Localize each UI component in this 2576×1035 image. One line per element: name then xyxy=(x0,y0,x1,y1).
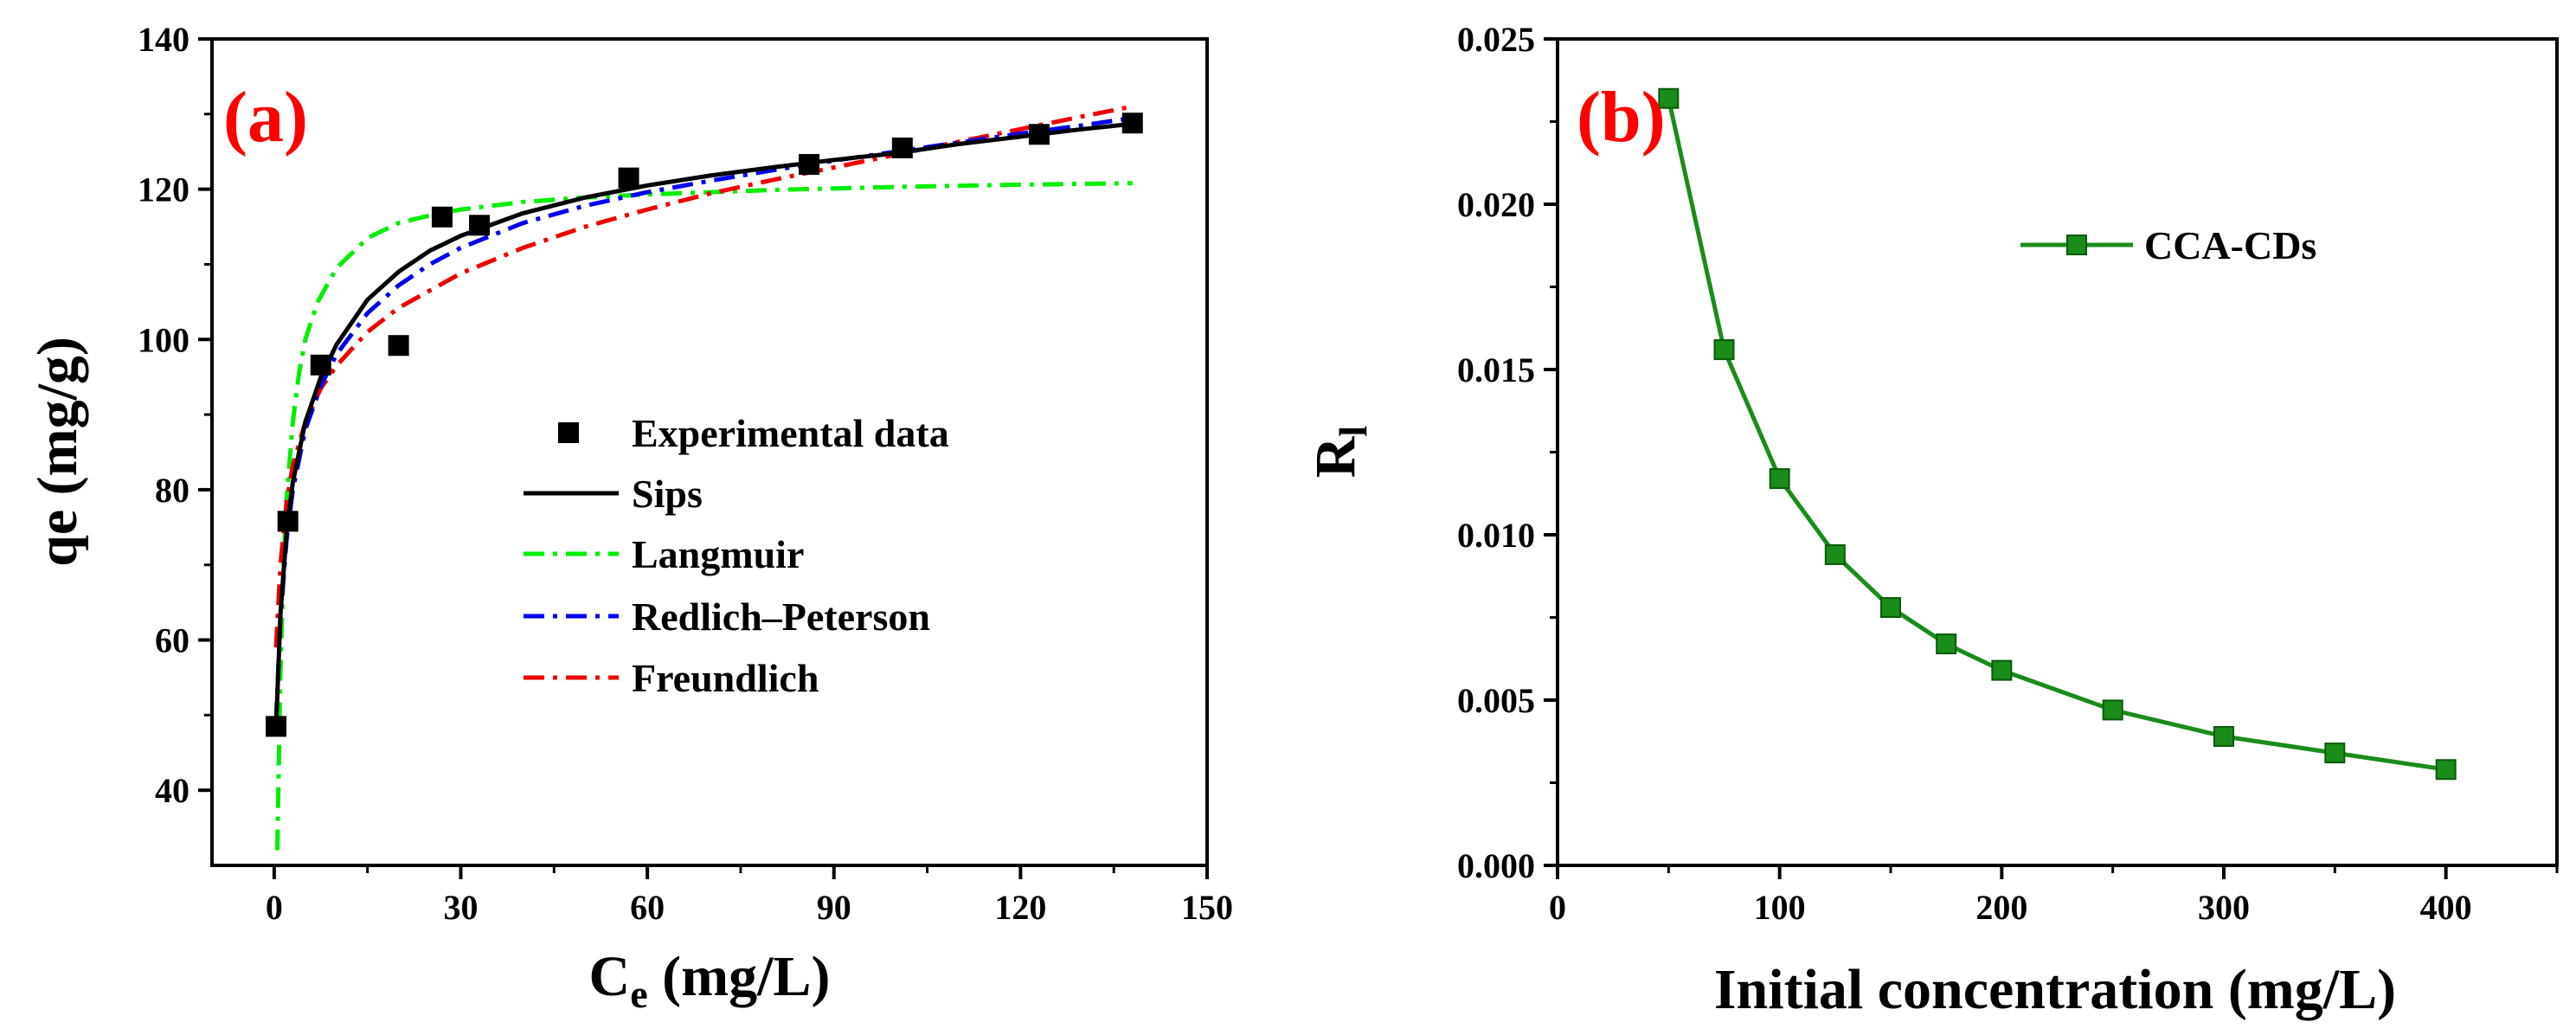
panel-b-x-tick-label: 0 xyxy=(1549,888,1566,927)
panel-a-y-tick-label: 120 xyxy=(138,170,190,209)
panel-b-x-axis-title: Initial concentration (mg/L) xyxy=(1714,958,2396,1021)
panel-b-label: (b) xyxy=(1577,77,1666,158)
panel-b-x-tick-label: 400 xyxy=(2420,888,2472,927)
experimental-data-point xyxy=(266,716,287,737)
panel-a-x-tick-label: 150 xyxy=(1181,888,1233,927)
panel-a-experimental-points xyxy=(266,112,1143,737)
panel-a-plot-frame xyxy=(210,37,1209,867)
panel-a-y-tick-label: 60 xyxy=(155,621,190,660)
series-line-cca-cds xyxy=(1666,98,2447,772)
series-point-cca-cds xyxy=(2102,699,2123,721)
panel-b-legend: CCA-CDs xyxy=(2020,223,2316,267)
panel-a-ticks: 0 30 60 90 120 150 40 60 80 100 120 140 xyxy=(138,20,1233,927)
panel-a-x-tick-label: 120 xyxy=(994,888,1046,927)
experimental-data-point xyxy=(1028,124,1050,145)
series-point-cca-cds xyxy=(1824,543,1846,565)
series-point-cca-cds xyxy=(1658,87,1680,109)
panel-b-y-tick-label: 0.015 xyxy=(1457,350,1535,389)
panel-a-x-tick-label: 60 xyxy=(630,888,665,927)
series-point-cca-cds xyxy=(2213,726,2234,748)
series-point-cca-cds xyxy=(2435,759,2457,781)
series-point-cca-cds xyxy=(1880,597,1901,619)
panel-a-y-axis-title: qe (mg/g) xyxy=(26,337,89,567)
panel-b-series xyxy=(1658,87,2457,781)
legend-label-experimental: Experimental data xyxy=(632,411,949,455)
experimental-data-point xyxy=(469,215,491,236)
legend-label-cca-cds: CCA-CDs xyxy=(2144,223,2316,267)
panel-b-y-tick-label: 0.000 xyxy=(1457,846,1535,885)
experimental-data-point xyxy=(618,167,639,189)
legend-label-sips: Sips xyxy=(632,472,703,516)
panel-a-legend: Experimental data Sips Langmuir Redlich–… xyxy=(524,411,949,700)
series-point-cca-cds xyxy=(1991,659,2013,681)
panel-b-x-tick-label: 100 xyxy=(1754,888,1806,927)
experimental-data-point xyxy=(431,206,453,228)
panel-a-x-tick-label: 90 xyxy=(817,888,851,927)
panel-b-x-tick-label: 200 xyxy=(1975,888,2027,927)
curve-sips xyxy=(273,121,1134,730)
panel-b-separation-factor-chart: 0 100 200 300 400 0.000 0.005 0.010 0.015 0.020 0.… xyxy=(1304,20,2559,1021)
experimental-data-point xyxy=(277,511,299,532)
panel-a-y-tick-label: 80 xyxy=(155,471,190,510)
panel-a-y-tick-label: 140 xyxy=(138,20,190,59)
panel-a-x-tick-label: 30 xyxy=(444,888,479,927)
series-point-cca-cds xyxy=(1769,468,1790,490)
legend-label-redlich-peterson: Redlich–Peterson xyxy=(632,595,930,639)
panel-b-y-tick-label: 0.005 xyxy=(1457,681,1535,720)
legend-label-langmuir: Langmuir xyxy=(632,532,804,576)
panel-a-y-tick-label: 100 xyxy=(138,320,190,359)
series-point-cca-cds xyxy=(1713,339,1735,361)
legend-marker-cca-cds xyxy=(2066,235,2087,255)
experimental-data-point xyxy=(891,137,913,158)
curve-langmuir xyxy=(275,181,1133,851)
panel-a-x-tick-label: 0 xyxy=(266,888,283,927)
panel-a-fit-curves xyxy=(273,104,1134,851)
panel-a-label: (a) xyxy=(223,77,308,158)
experimental-data-point xyxy=(799,153,819,175)
legend-label-freundlich: Freundlich xyxy=(632,656,819,700)
panel-b-y-tick-label: 0.020 xyxy=(1457,185,1535,224)
panel-b-y-axis-title: Rl xyxy=(1304,426,1375,478)
experimental-data-point xyxy=(310,354,331,376)
experimental-data-point xyxy=(1121,112,1143,134)
series-point-cca-cds xyxy=(1936,633,1957,655)
series-point-cca-cds xyxy=(2324,742,2346,764)
legend-marker-experimental xyxy=(558,422,579,443)
panel-b-x-tick-label: 300 xyxy=(2198,888,2250,927)
panel-b-plot-frame xyxy=(1556,37,2559,867)
experimental-data-point xyxy=(388,335,409,357)
panel-a-isotherm-chart: 0 30 60 90 120 150 40 60 80 100 120 140 (a) Ce (mg/… xyxy=(26,20,1233,1016)
panel-b-y-tick-label: 0.025 xyxy=(1457,20,1535,59)
panel-b-y-tick-label: 0.010 xyxy=(1457,516,1535,555)
panel-a-x-axis-title: Ce (mg/L) xyxy=(589,945,831,1016)
panel-a-y-tick-label: 40 xyxy=(155,771,190,810)
panel-b-ticks: 0 100 200 300 400 0.000 0.005 0.010 0.015 0.020 0.… xyxy=(1457,20,2559,927)
